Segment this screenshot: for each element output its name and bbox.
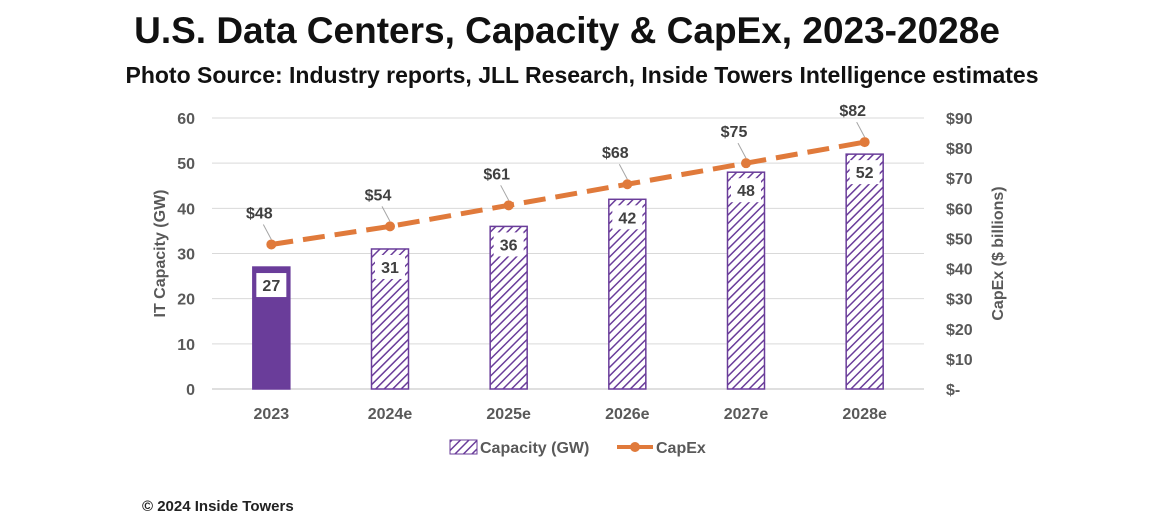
y-tick-label: 40 (177, 201, 195, 218)
y2-tick-label: $30 (946, 292, 973, 309)
capex-leader (262, 224, 272, 240)
capacity-data-label: 31 (381, 260, 399, 277)
y2-axis-title: CapEx ($ billions) (990, 186, 1007, 320)
capex-data-label: $82 (839, 103, 866, 120)
capacity-bar (608, 198, 647, 390)
y2-tick-label: $10 (946, 352, 973, 369)
y-tick-label: 20 (177, 292, 195, 309)
capacity-label-box (375, 254, 405, 279)
x-tick-label: 2025e (486, 406, 531, 423)
capex-leader (381, 206, 391, 222)
legend-capex-marker (630, 442, 640, 452)
capacity-bar (726, 171, 766, 390)
grid-lines (212, 117, 924, 390)
y2-tick-label: $70 (946, 171, 973, 188)
legend: Capacity (GW) CapEx (449, 439, 706, 457)
capacity-data-label: 42 (618, 210, 636, 227)
y-tick-label: 10 (177, 337, 195, 354)
y-tick-label: 60 (177, 111, 195, 128)
data-labels: 27 31 36 42 48 52 $48 $54 $61 $68 $75 $82 (246, 103, 880, 298)
capex-leader (737, 142, 747, 159)
y2-tick-label: $50 (946, 231, 973, 248)
x-tick-label: 2024e (368, 406, 413, 423)
bars (252, 153, 884, 390)
x-tick-label: 2026e (605, 406, 650, 423)
capex-data-label: $54 (365, 187, 392, 204)
x-tick-label: 2023 (254, 406, 290, 423)
capex-line (262, 121, 870, 250)
capex-leader (618, 164, 628, 180)
capacity-label-box (493, 232, 524, 257)
capacity-data-label: 52 (856, 165, 874, 182)
y2-tick-label: $20 (946, 322, 973, 339)
y2-tick-label: $90 (946, 111, 973, 128)
y2-tick-label: $- (946, 382, 960, 399)
capex-point (741, 158, 751, 169)
legend-capacity-label: Capacity (GW) (480, 440, 589, 457)
capacity-bar (845, 153, 884, 390)
axes: 0 10 20 30 40 50 60 $- $10 $20 $30 $40 $50 $60 $70 $80 $… (152, 111, 1007, 423)
capex-data-label: $68 (602, 145, 629, 162)
capex-data-label: $48 (246, 205, 273, 222)
legend-capacity-swatch (449, 439, 478, 455)
y-axis-title: IT Capacity (GW) (152, 189, 169, 317)
y-tick-label: 0 (186, 382, 195, 399)
legend-capex-label: CapEx (656, 440, 706, 457)
capex-leader (500, 185, 510, 201)
capex-point (266, 239, 277, 250)
capex-point (622, 179, 633, 190)
chart-subtitle: Photo Source: Industry reports, JLL Rese… (125, 62, 1039, 88)
y-tick-label: 30 (177, 247, 195, 264)
capex-point (859, 137, 870, 148)
y2-tick-label: $60 (946, 201, 973, 218)
x-tick-label: 2028e (842, 406, 887, 423)
capex-series-line (270, 139, 866, 247)
chart-title: U.S. Data Centers, Capacity & CapEx, 202… (134, 10, 1000, 51)
y2-tick-label: $40 (946, 262, 973, 279)
capacity-data-label: 36 (500, 237, 518, 254)
capex-point (503, 200, 514, 211)
y-tick-label: 50 (177, 156, 195, 173)
capacity-data-label: 27 (262, 278, 280, 295)
y2-tick-label: $80 (946, 141, 973, 158)
capacity-label-box (612, 205, 643, 230)
capex-data-label: $61 (483, 166, 510, 183)
x-tick-label: 2027e (724, 406, 769, 423)
capex-point (385, 221, 395, 232)
capex-leader (856, 121, 866, 138)
capacity-label-box (256, 273, 287, 298)
copyright-footer: © 2024 Inside Towers (142, 498, 294, 515)
capacity-label-box (731, 178, 761, 203)
capex-data-label: $75 (721, 124, 748, 141)
capacity-data-label: 48 (737, 183, 755, 200)
capacity-label-box (849, 160, 880, 185)
